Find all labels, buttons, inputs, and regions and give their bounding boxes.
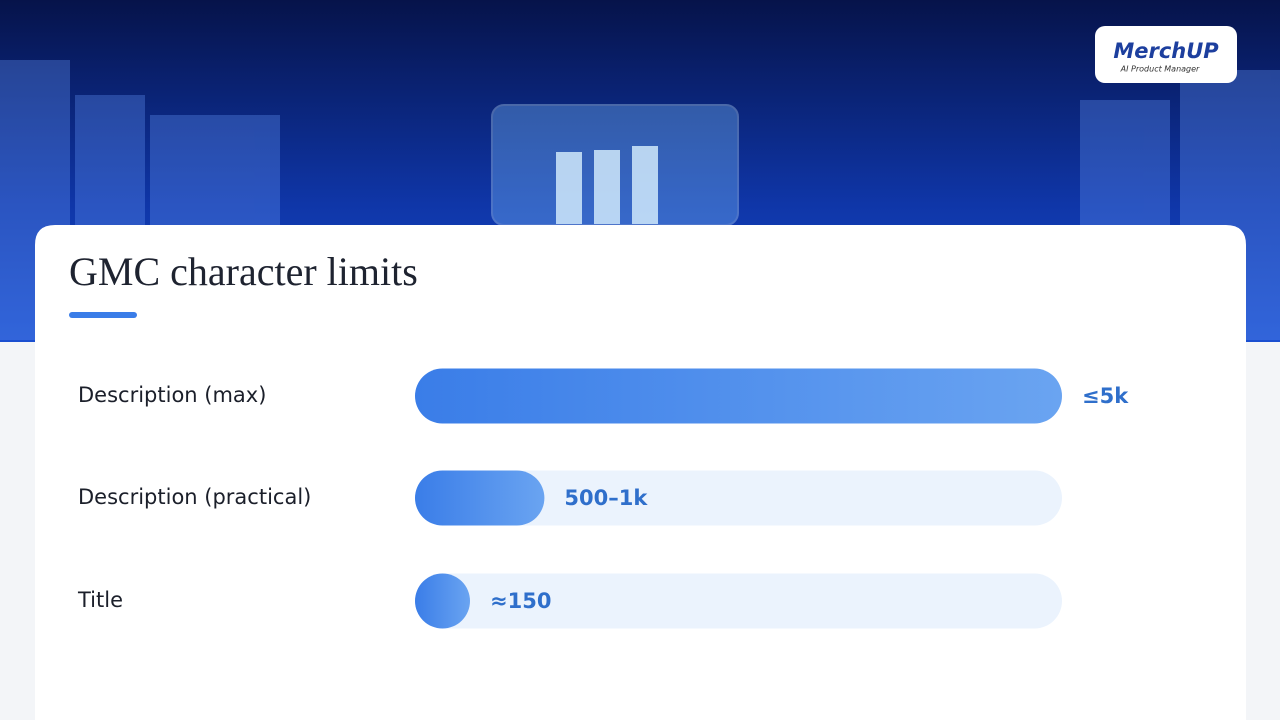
logo-tagline: AI Product Manager: [1120, 65, 1200, 74]
bar: [415, 573, 470, 629]
category-label: Title: [77, 588, 123, 612]
value-label: 500–1k: [564, 486, 648, 510]
value-label: ≈150: [490, 589, 551, 613]
logo-name: MerchUP: [1113, 39, 1219, 63]
value-label: ≤5k: [1082, 384, 1129, 408]
bar-track: [415, 573, 1062, 629]
plot: Description (max) ≤5k Description (practic…: [77, 368, 1129, 629]
category-label: Description (max): [78, 383, 266, 407]
title-underline: [69, 312, 137, 318]
glass-bars: [556, 146, 658, 224]
chart-title: GMC character limits: [69, 249, 418, 294]
category-label: Description (practical): [78, 485, 311, 509]
bar: [415, 470, 545, 526]
bar: [415, 368, 1062, 424]
bar-track: [415, 470, 1062, 526]
logo-box: [1095, 26, 1237, 83]
